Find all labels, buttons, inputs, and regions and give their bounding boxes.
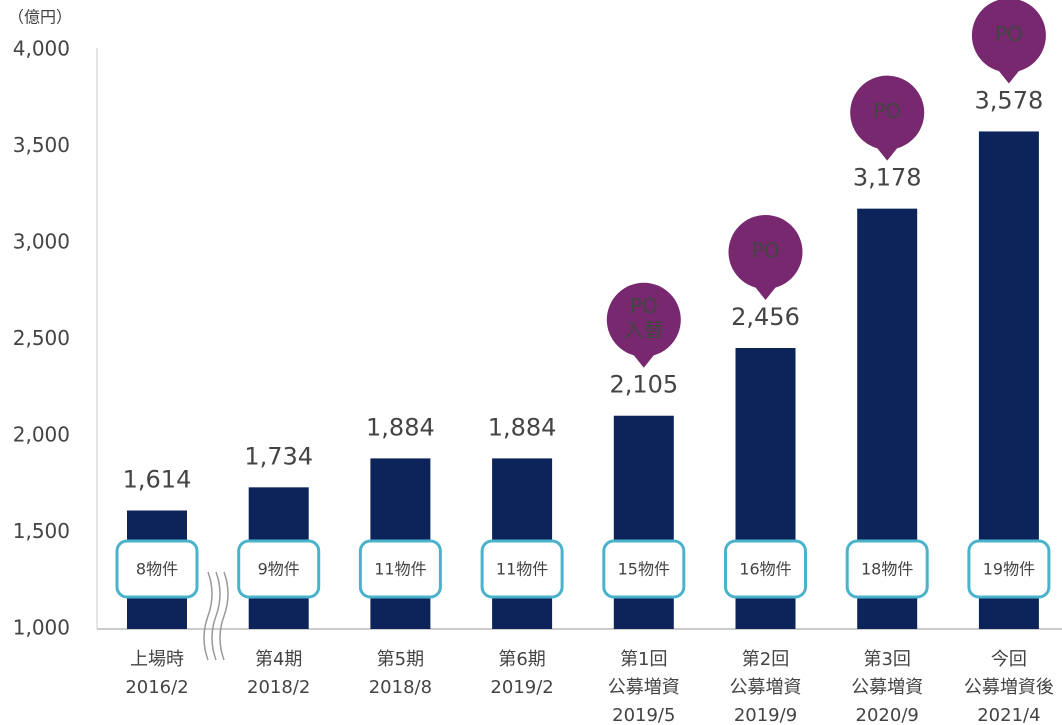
value-label: 1,884	[488, 413, 557, 441]
callout	[971, 0, 1046, 73]
x-tick-label: 2018/8	[369, 677, 432, 698]
x-tick-label: 公募増資	[730, 677, 802, 698]
x-tick-label: 第1回	[620, 649, 667, 670]
y-tick-label: 1,500	[13, 519, 70, 543]
x-tick-label: 第5期	[377, 649, 424, 670]
y-tick-label: 3,000	[13, 230, 70, 254]
value-label: 1,884	[366, 413, 435, 441]
badge	[115, 539, 199, 599]
callout	[631, 352, 656, 368]
x-tick-label: 公募増資後	[964, 677, 1054, 698]
x-tick-label: 公募増資	[851, 677, 923, 698]
badge-label: 9物件	[258, 560, 300, 579]
callout	[728, 214, 803, 289]
badge-label: 8物件	[136, 560, 178, 579]
callout-label: PO	[873, 99, 901, 123]
value-label: 1,614	[123, 465, 192, 493]
badge	[967, 539, 1051, 599]
x-tick-label: 今回	[991, 649, 1027, 670]
callout	[875, 145, 900, 161]
y-tick-label: 2,000	[13, 423, 70, 447]
y-tick-label: 2,500	[13, 326, 70, 350]
value-label: 3,178	[853, 164, 922, 192]
x-tick-label: 第6期	[498, 649, 545, 670]
value-label: 1,734	[244, 442, 313, 470]
y-axis-unit: （億円）	[8, 8, 72, 27]
callout-label: PO	[630, 294, 658, 318]
y-tick-label: 3,500	[13, 133, 70, 157]
callout	[606, 282, 681, 357]
callout	[753, 284, 778, 300]
badge-label: 19物件	[983, 560, 1035, 579]
badge-label: 11物件	[496, 560, 548, 579]
x-tick-label: 2021/4	[977, 705, 1040, 725]
badge	[480, 539, 564, 599]
callout	[850, 75, 925, 150]
badge-label: 11物件	[374, 560, 426, 579]
badge-label: 15物件	[618, 560, 670, 579]
callout-label: PO	[995, 22, 1023, 46]
callout	[996, 68, 1021, 84]
x-tick-label: 2016/2	[125, 677, 188, 698]
x-tick-label: 2018/2	[247, 677, 310, 698]
value-label: 2,105	[609, 371, 678, 399]
badge-label: 16物件	[739, 560, 791, 579]
x-tick-label: 第2回	[742, 649, 789, 670]
x-tick-label: 2019/9	[734, 705, 797, 725]
x-tick-label: 公募増資	[608, 677, 680, 698]
badge-label: 18物件	[861, 560, 913, 579]
axis-break	[203, 571, 229, 661]
badge	[358, 539, 442, 599]
callout-label: PO	[752, 238, 780, 262]
badge	[237, 539, 321, 599]
callout-label: 入替	[624, 318, 664, 342]
value-label: 3,578	[975, 86, 1044, 114]
value-label: 2,456	[731, 303, 800, 331]
x-tick-label: 2019/2	[490, 677, 553, 698]
x-tick-label: 上場時	[130, 649, 184, 670]
x-tick-label: 第3回	[863, 649, 910, 670]
y-tick-label: 4,000	[13, 37, 70, 61]
badge	[602, 539, 686, 599]
x-tick-label: 2019/5	[612, 705, 675, 725]
badge	[845, 539, 929, 599]
x-tick-label: 2020/9	[856, 705, 919, 725]
badge	[724, 539, 807, 599]
x-tick-label: 第4期	[255, 649, 302, 670]
y-tick-label: 1,000	[13, 616, 70, 640]
